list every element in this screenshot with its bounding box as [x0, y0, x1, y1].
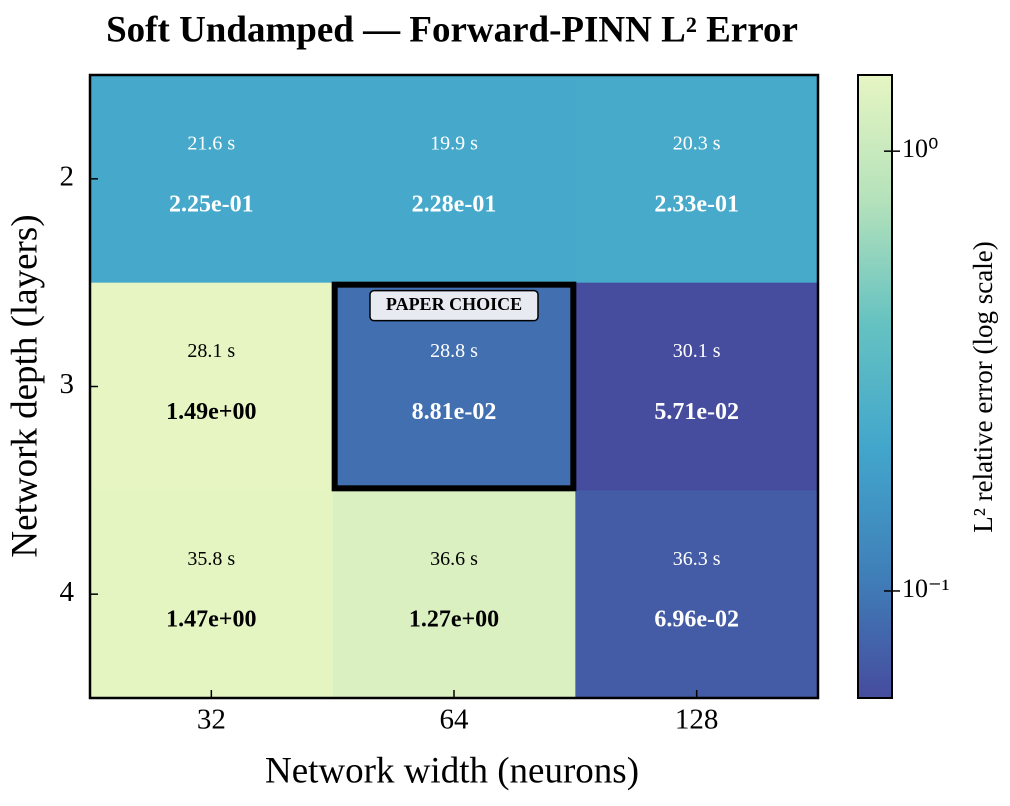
value-label: 6.96e-02 — [654, 607, 739, 633]
highlight-badge — [369, 289, 539, 322]
time-label: 21.6 s — [187, 132, 235, 154]
value-label: 2.25e-01 — [169, 191, 254, 217]
chart-title: Soft Undamped — Forward-PINN L² Error — [106, 9, 798, 50]
value-label: 8.81e-02 — [412, 399, 497, 425]
time-label: 28.8 s — [430, 340, 478, 362]
y-axis-label: Network depth (layers) — [4, 214, 45, 557]
value-label: 1.49e+00 — [166, 399, 256, 425]
time-label: 20.3 s — [673, 132, 721, 154]
colorbar-label: L² relative error (log scale) — [968, 241, 998, 532]
time-label: 36.6 s — [430, 548, 478, 570]
heatmap-cell — [332, 75, 576, 284]
x-axis-label: Network width (neurons) — [265, 750, 639, 791]
heatmap-cell — [90, 75, 334, 284]
time-label: 36.3 s — [673, 548, 721, 570]
value-label: 2.28e-01 — [412, 191, 497, 217]
heatmap-cell — [90, 490, 334, 699]
value-label: 5.71e-02 — [654, 399, 739, 425]
heatmap-cell — [90, 282, 334, 491]
x-tick-label: 128 — [675, 704, 719, 736]
heatmap-cell — [575, 75, 819, 284]
value-label: 1.47e+00 — [166, 607, 256, 633]
heatmap-cell — [575, 282, 819, 491]
highlight-box — [331, 281, 577, 492]
y-tick-label: 3 — [60, 368, 75, 400]
y-tick-label: 2 — [60, 160, 75, 192]
heatmap-cell — [575, 490, 819, 699]
x-tick-label: 64 — [440, 704, 470, 736]
colorbar-tick-label: 10⁻¹ — [902, 574, 950, 603]
value-label: 1.27e+00 — [409, 607, 499, 633]
time-label: 28.1 s — [187, 340, 235, 362]
heatmap-cell — [332, 490, 576, 699]
x-tick-label: 32 — [197, 704, 226, 736]
time-label: 35.8 s — [187, 548, 235, 570]
highlight-label: PAPER CHOICE — [386, 294, 522, 314]
colorbar — [857, 74, 893, 699]
time-label: 19.9 s — [430, 132, 478, 154]
time-label: 30.1 s — [673, 340, 721, 362]
value-label: 2.33e-01 — [654, 191, 739, 217]
colorbar-tick-label: 10⁰ — [902, 134, 938, 163]
y-tick-label: 4 — [60, 576, 75, 608]
